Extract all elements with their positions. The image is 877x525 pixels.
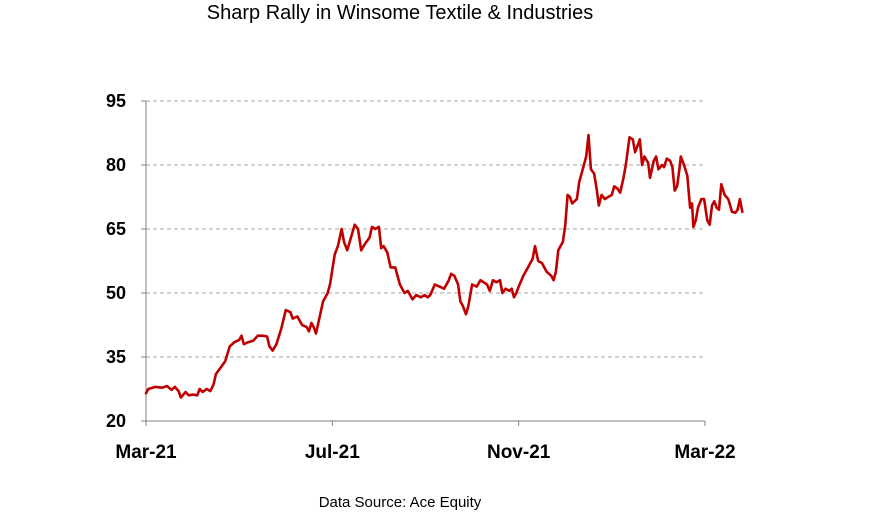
data-source-note: Data Source: Ace Equity [318, 494, 482, 511]
x-tick-label-nov-21: Nov-21 [487, 442, 551, 463]
y-tick-label-35: 35 [106, 347, 126, 367]
y-tick-label-20: 20 [106, 411, 126, 431]
y-tick-label-95: 95 [106, 91, 126, 111]
y-tick-label-50: 50 [106, 283, 126, 303]
y-tick-label-80: 80 [106, 155, 126, 175]
series-line-1 [144, 133, 744, 399]
x-tick-label-mar-21: Mar-21 [115, 442, 177, 463]
x-tick-label-mar-22: Mar-22 [674, 442, 735, 463]
y-tick-label-65: 65 [106, 219, 126, 239]
chart-title: Sharp Rally in Winsome Textile & Industr… [206, 2, 594, 24]
x-tick-label-jul-21: Jul-21 [305, 442, 360, 463]
